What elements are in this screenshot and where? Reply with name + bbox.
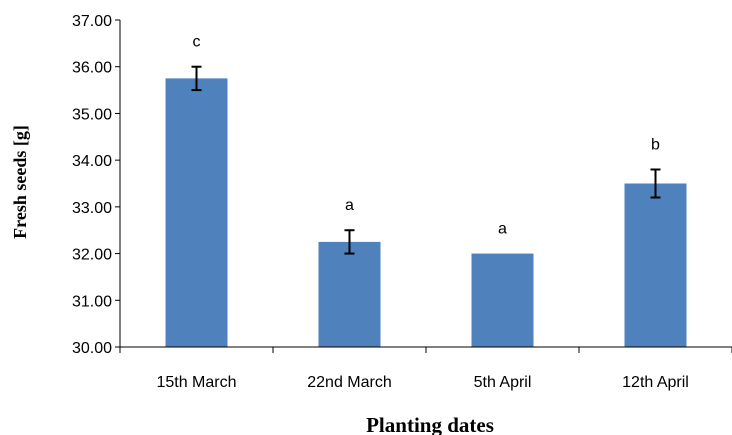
significance-letter: c	[193, 34, 201, 51]
error-bar	[344, 229, 355, 255]
y-axis-ticks: 30.00 31.00 32.00 33.00 34.00 35.00 36.00 37.00	[72, 13, 120, 357]
y-tick-label: 33.00	[72, 200, 112, 217]
significance-letter: a	[345, 197, 354, 214]
y-tick-label: 36.00	[72, 60, 112, 77]
x-tick-label: 22nd March	[307, 374, 392, 391]
y-tick-label: 30.00	[72, 340, 112, 357]
x-tick-label: 5th April	[474, 374, 532, 391]
x-tick-label: 12th April	[622, 374, 689, 391]
y-tick-label: 31.00	[72, 293, 112, 310]
error-bar	[650, 168, 661, 199]
y-tick-label: 35.00	[72, 106, 112, 123]
bar	[318, 241, 381, 347]
bars-group	[165, 78, 687, 348]
y-axis-title: Fresh seeds [g]	[10, 125, 30, 239]
x-axis-title: Planting dates	[366, 413, 494, 435]
significance-letter: a	[498, 221, 507, 238]
y-tick-label: 34.00	[72, 153, 112, 170]
error-bars-group	[191, 65, 661, 255]
bar	[624, 183, 687, 347]
x-axis-ticks: 15th March 22nd March 5th April 12th April	[119, 347, 732, 391]
y-tick-label: 37.00	[72, 13, 112, 30]
y-tick-label: 32.00	[72, 247, 112, 264]
significance-letter: b	[651, 136, 660, 153]
error-bar	[191, 65, 202, 92]
bar	[471, 253, 534, 347]
bar	[165, 78, 228, 348]
significance-letters-group: c a a b	[193, 34, 661, 238]
x-tick-label: 15th March	[156, 374, 236, 391]
